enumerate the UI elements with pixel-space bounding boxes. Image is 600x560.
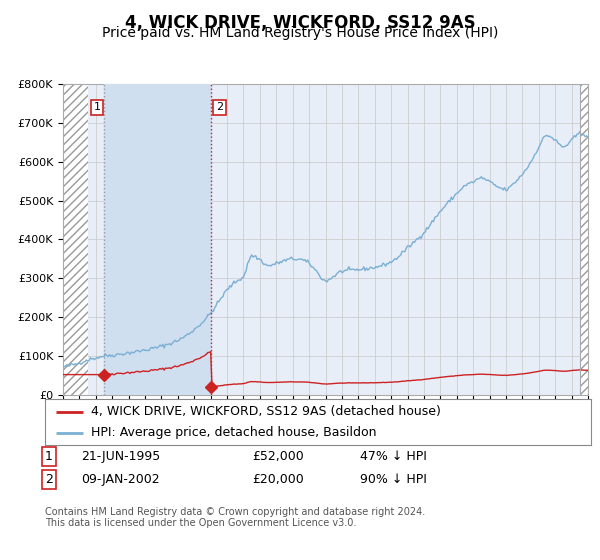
- Text: 4, WICK DRIVE, WICKFORD, SS12 9AS (detached house): 4, WICK DRIVE, WICKFORD, SS12 9AS (detac…: [91, 405, 441, 418]
- Text: 1: 1: [45, 450, 53, 463]
- Text: £20,000: £20,000: [252, 473, 304, 486]
- Text: 1: 1: [94, 102, 100, 113]
- Text: 4, WICK DRIVE, WICKFORD, SS12 9AS: 4, WICK DRIVE, WICKFORD, SS12 9AS: [125, 14, 475, 32]
- Text: 2: 2: [216, 102, 223, 113]
- Text: HPI: Average price, detached house, Basildon: HPI: Average price, detached house, Basi…: [91, 426, 377, 439]
- Bar: [104, 84, 211, 395]
- Text: 47% ↓ HPI: 47% ↓ HPI: [360, 450, 427, 463]
- Text: 90% ↓ HPI: 90% ↓ HPI: [360, 473, 427, 486]
- Bar: [580, 84, 588, 395]
- Text: 09-JAN-2002: 09-JAN-2002: [81, 473, 160, 486]
- Text: Contains HM Land Registry data © Crown copyright and database right 2024.
This d: Contains HM Land Registry data © Crown c…: [45, 507, 425, 529]
- Text: £52,000: £52,000: [252, 450, 304, 463]
- Text: 21-JUN-1995: 21-JUN-1995: [81, 450, 160, 463]
- Bar: [63, 84, 88, 395]
- Text: Price paid vs. HM Land Registry's House Price Index (HPI): Price paid vs. HM Land Registry's House …: [102, 26, 498, 40]
- Text: 2: 2: [45, 473, 53, 486]
